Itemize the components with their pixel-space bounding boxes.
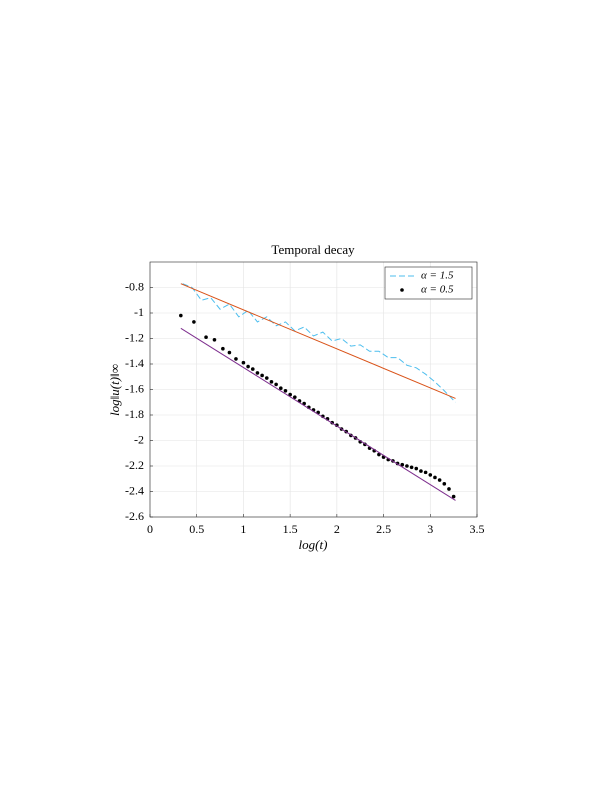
legend-box	[384, 266, 473, 300]
legend-label: α = 1.5	[421, 270, 454, 282]
y-tick-label: -2	[134, 432, 144, 446]
data-point	[283, 388, 288, 393]
data-point	[423, 470, 428, 475]
data-point	[204, 335, 208, 340]
y-tick-label: -2.2	[125, 458, 144, 472]
data-point	[250, 367, 255, 371]
data-point	[447, 487, 451, 491]
data-point	[255, 371, 260, 375]
data-point	[288, 392, 292, 397]
y-axis-label: log‖u(t)‖∞	[107, 364, 122, 416]
x-tick-label: 3.5	[470, 522, 485, 536]
data-point	[377, 452, 381, 457]
data-point	[260, 373, 264, 378]
axes-box	[149, 261, 478, 518]
y-tick-label: -1	[134, 305, 144, 319]
data-point	[437, 478, 442, 482]
data-point	[302, 401, 306, 406]
data-point	[419, 469, 423, 473]
legend-symbol	[400, 288, 404, 292]
data-point	[221, 346, 225, 351]
data-point	[274, 382, 278, 387]
x-tick-label: 0.5	[189, 522, 204, 536]
data-point	[212, 337, 217, 342]
data-point	[428, 473, 433, 477]
data-point	[179, 313, 183, 318]
x-tick-label: 1	[240, 522, 246, 536]
y-tick-label: -1.6	[125, 381, 144, 395]
x-tick-label: 0	[147, 522, 153, 536]
data-point	[414, 466, 419, 471]
y-tick-label: -1.8	[125, 407, 144, 421]
data-line	[180, 327, 456, 501]
x-tick-label: 3	[427, 522, 433, 536]
data-point	[264, 376, 269, 380]
data-line	[182, 283, 456, 403]
data-point	[246, 364, 250, 369]
data-point	[442, 482, 447, 486]
y-tick-label: -2.4	[125, 483, 144, 497]
data-point	[433, 475, 437, 480]
chart-title: Temporal decay	[271, 242, 355, 257]
data-point	[293, 395, 297, 399]
data-point	[409, 465, 414, 470]
y-tick-label: -2.6	[125, 509, 144, 523]
data-point	[400, 462, 405, 467]
x-axis-label: log(t)	[299, 537, 328, 552]
data-point	[227, 350, 232, 355]
x-tick-label: 2.5	[376, 522, 391, 536]
x-tick-label: 2	[334, 522, 340, 536]
data-point	[451, 494, 456, 499]
y-tick-label: -1.4	[125, 356, 144, 370]
y-tick-label: -1.2	[125, 330, 144, 344]
legend-label: α = 0.5	[421, 284, 454, 296]
data-point	[241, 360, 246, 365]
y-tick-label: -0.8	[125, 279, 144, 293]
data-point	[192, 320, 196, 324]
data-point	[279, 386, 283, 391]
data-point	[234, 357, 238, 361]
data-point	[269, 380, 274, 384]
x-tick-label: 1.5	[283, 522, 298, 536]
data-line	[180, 283, 456, 399]
data-point	[405, 464, 409, 468]
